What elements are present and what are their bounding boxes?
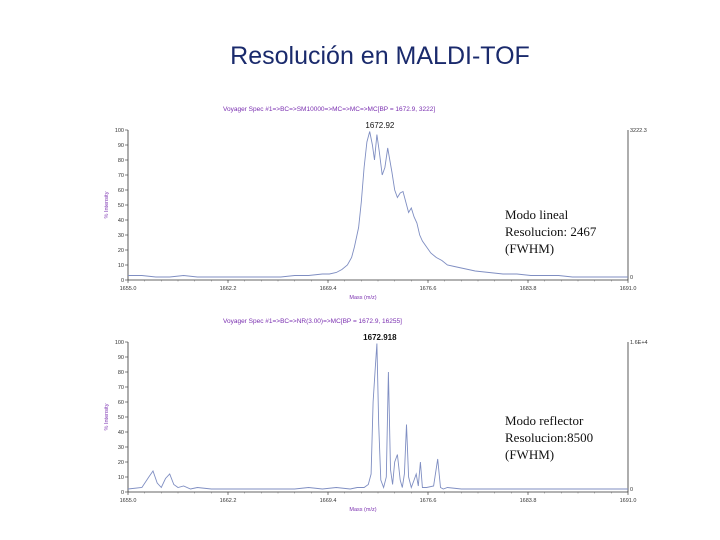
- right-zero-label: 0: [630, 275, 633, 281]
- y-tick-label: 10: [118, 475, 124, 481]
- y-axis-label: % Intensity: [104, 403, 110, 430]
- annotation-line-mode: Modo reflector: [505, 413, 584, 428]
- y-tick-label: 50: [118, 415, 124, 421]
- annotation-line-resolution: Resolucion:8500: [505, 430, 594, 445]
- y-tick-label: 100: [115, 128, 124, 134]
- y-tick-label: 0: [121, 278, 124, 284]
- y-tick-label: 10: [118, 263, 124, 269]
- y-tick-label: 70: [118, 385, 124, 391]
- y-tick-label: 20: [118, 460, 124, 466]
- x-tick-label: 1662.2: [220, 498, 237, 504]
- y-tick-label: 40: [118, 430, 124, 436]
- y-tick-label: 60: [118, 188, 124, 194]
- x-tick-label: 1655.0: [120, 286, 137, 292]
- reflector-mode-spectrum: Voyager Spec #1=>BC=>NR(3.00)=>MC[BP = 1…: [104, 318, 648, 513]
- reflector-mode-annotation: Modo reflector Resolucion:8500 (FWHM): [505, 412, 593, 463]
- y-axis-label: % Intensity: [104, 191, 110, 218]
- y-tick-label: 100: [115, 340, 124, 346]
- y-tick-label: 70: [118, 173, 124, 179]
- right-max-label: 3222.3: [630, 128, 647, 134]
- y-tick-label: 40: [118, 218, 124, 224]
- x-tick-label: 1662.2: [220, 286, 237, 292]
- annotation-line-fwhm: (FWHM): [505, 447, 555, 462]
- y-tick-label: 60: [118, 400, 124, 406]
- x-tick-label: 1655.0: [120, 498, 137, 504]
- x-tick-label: 1691.0: [620, 498, 637, 504]
- right-max-label: 1.6E+4: [630, 340, 648, 346]
- y-tick-label: 20: [118, 248, 124, 254]
- x-axis-label: Mass (m/z): [349, 507, 376, 513]
- y-tick-label: 30: [118, 233, 124, 239]
- right-zero-label: 0: [630, 487, 633, 493]
- spectrum-line: [127, 343, 628, 490]
- linear-mode-spectrum: Voyager Spec #1=>BC=>SM10000=>MC=>MC=>MC…: [104, 106, 647, 301]
- annotation-line-mode: Modo lineal: [505, 207, 569, 222]
- y-tick-label: 80: [118, 370, 124, 376]
- x-tick-label: 1683.8: [520, 498, 537, 504]
- peak-label: 1672.918: [363, 333, 397, 342]
- x-tick-label: 1676.6: [420, 286, 437, 292]
- annotation-line-fwhm: (FWHM): [505, 241, 555, 256]
- linear-mode-annotation: Modo lineal Resolucion: 2467 (FWHM): [505, 206, 596, 257]
- spectrum-line: [128, 131, 628, 278]
- x-tick-label: 1669.4: [320, 286, 337, 292]
- spectrum-title: Voyager Spec #1=>BC=>SM10000=>MC=>MC=>MC…: [223, 106, 435, 113]
- x-tick-label: 1691.0: [620, 286, 637, 292]
- x-tick-label: 1683.8: [520, 286, 537, 292]
- x-tick-label: 1669.4: [320, 498, 337, 504]
- slide-title: Resolución en MALDI-TOF: [230, 42, 530, 70]
- x-tick-label: 1676.6: [420, 498, 437, 504]
- y-tick-label: 0: [121, 490, 124, 496]
- peak-label: 1672.92: [365, 121, 394, 130]
- y-tick-label: 50: [118, 203, 124, 209]
- y-tick-label: 80: [118, 158, 124, 164]
- y-tick-label: 90: [118, 143, 124, 149]
- spectrum-title: Voyager Spec #1=>BC=>NR(3.00)=>MC[BP = 1…: [223, 318, 402, 325]
- annotation-line-resolution: Resolucion: 2467: [505, 224, 597, 239]
- y-tick-label: 30: [118, 445, 124, 451]
- y-tick-label: 90: [118, 355, 124, 361]
- x-axis-label: Mass (m/z): [349, 295, 376, 301]
